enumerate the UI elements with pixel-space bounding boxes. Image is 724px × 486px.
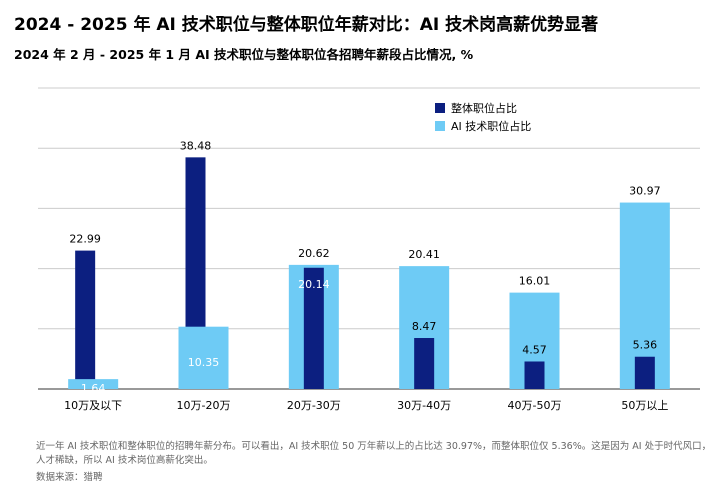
data-label-overall: 20.14 <box>298 278 330 291</box>
data-label-ai: 10.35 <box>188 356 220 369</box>
data-label-ai: 20.62 <box>298 247 330 260</box>
data-label-ai: 1.64 <box>81 382 106 395</box>
data-source: 数据来源：猎聘 <box>36 472 103 483</box>
legend-swatch-ai <box>435 121 445 131</box>
x-tick-labels: 10万及以下 10万-20万 20万-30万 30万-40万 40万-50万 50万以上 <box>64 399 668 412</box>
data-label-overall: 5.36 <box>633 339 658 352</box>
x-tick-label: 30万-40万 <box>397 399 451 412</box>
bar-ai <box>68 379 119 389</box>
legend: 整体职位占比 AI 技术职位占比 <box>435 101 531 133</box>
chart-title: 2024 - 2025 年 AI 技术职位与整体职位年薪对比：AI 技术岗高薪优… <box>14 15 599 35</box>
data-label-overall: 22.99 <box>69 233 101 246</box>
data-label-overall: 4.57 <box>522 343 547 356</box>
bar-ai <box>178 326 229 389</box>
chart-subtitle: 2024 年 2 月 - 2025 年 1 月 AI 技术职位与整体职位各招聘年… <box>14 47 474 62</box>
x-tick-label: 10万-20万 <box>177 399 231 412</box>
x-tick-label: 50万以上 <box>621 399 668 412</box>
data-label-overall: 38.48 <box>180 139 212 152</box>
legend-swatch-overall <box>435 103 445 113</box>
bar-overall <box>414 338 435 389</box>
x-tick-label: 20万-30万 <box>287 399 341 412</box>
bar-overall <box>75 250 96 389</box>
gridlines <box>38 87 700 390</box>
data-label-overall: 8.47 <box>412 320 437 333</box>
data-label-ai: 16.01 <box>519 275 551 288</box>
bars <box>68 157 670 389</box>
data-labels: 22.99 1.64 38.48 10.35 20.62 20.14 20.41 8.47 16… <box>69 139 660 395</box>
legend-label-overall: 整体职位占比 <box>451 101 517 115</box>
data-label-ai: 20.41 <box>408 248 440 261</box>
bar-chart: 22.99 1.64 38.48 10.35 20.62 20.14 20.41 8.47 16… <box>38 87 700 412</box>
x-tick-label: 40万-50万 <box>508 399 562 412</box>
x-tick-label: 10万及以下 <box>64 399 122 412</box>
bar-overall <box>303 267 324 389</box>
data-label-ai: 30.97 <box>629 185 661 198</box>
bar-overall <box>524 361 545 389</box>
footnote: 近一年 AI 技术职位和整体职位的招聘年薪分布。可以看出，AI 技术职位 50 … <box>36 441 712 466</box>
legend-label-ai: AI 技术职位占比 <box>451 119 531 133</box>
bar-overall <box>634 356 655 389</box>
